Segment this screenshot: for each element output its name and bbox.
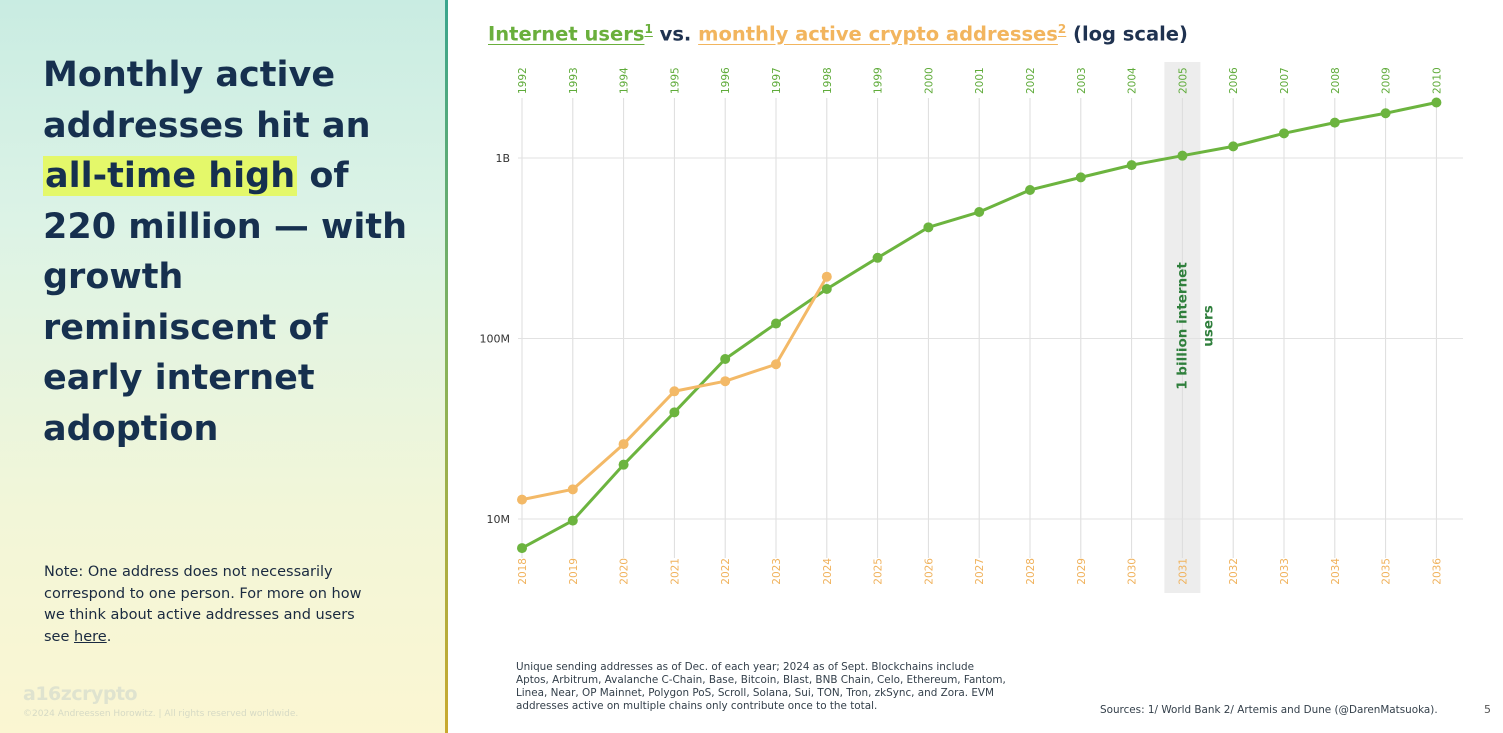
page-number: 5 — [1484, 703, 1491, 716]
note-link[interactable]: here — [74, 628, 107, 645]
top-axis-tick-label: 1999 — [873, 67, 885, 94]
bottom-axis-tick-label: 2030 — [1127, 558, 1139, 585]
data-point-internet-users — [1329, 117, 1340, 128]
y-tick-label: 10M — [487, 513, 511, 526]
sources: Sources: 1/ World Bank 2/ Artemis and Du… — [1100, 704, 1438, 716]
top-axis-tick-label: 1992 — [517, 67, 529, 94]
footnote: Unique sending addresses as of Dec. of e… — [516, 661, 1006, 712]
top-axis-tick-label: 2000 — [923, 67, 935, 94]
data-point-internet-users — [771, 318, 781, 329]
bottom-axis-tick-label: 2029 — [1076, 558, 1088, 585]
title-crypto-addresses: monthly active crypto addresses — [698, 22, 1058, 46]
bottom-axis-tick-label: 2033 — [1279, 558, 1291, 585]
bottom-axis-tick-label: 2031 — [1177, 558, 1189, 585]
top-axis-tick-label: 1993 — [568, 67, 580, 94]
data-point-internet-users — [517, 543, 527, 554]
data-point-internet-users — [1075, 172, 1086, 183]
bottom-axis-tick-label: 2035 — [1381, 558, 1393, 585]
chart-title: Internet users1 vs. monthly active crypt… — [488, 22, 1188, 46]
brand-logo: a16zcrypto — [23, 683, 138, 705]
bottom-axis-tick-label: 2025 — [873, 558, 885, 585]
data-point-internet-users — [567, 515, 578, 526]
bottom-axis-tick-label: 2032 — [1228, 558, 1240, 585]
bottom-axis-tick-label: 2024 — [822, 558, 834, 585]
title-vs: vs. — [652, 22, 699, 46]
copyright: ©2024 Andreessen Horowitz. | All rights … — [23, 709, 299, 719]
top-axis-tick-label: 2004 — [1127, 67, 1139, 94]
headline-part2: of 220 million — with growth reminiscent… — [43, 156, 408, 449]
title-sup-2: 2 — [1057, 22, 1067, 36]
bottom-axis-tick-label: 2022 — [720, 558, 732, 585]
chart: 10M 100M 1B 1992 1993 1994 1995 1996 1997 1998 199… — [480, 62, 1463, 593]
top-axis-tick-label: 1995 — [669, 67, 681, 94]
data-point-internet-users — [720, 353, 731, 364]
headline: Monthly active addresses hit an all-time… — [43, 50, 423, 454]
left-panel — [0, 0, 445, 733]
data-point-internet-users — [821, 284, 832, 295]
title-suffix: (log scale) — [1066, 22, 1188, 46]
data-point-internet-users — [1279, 128, 1289, 139]
data-point-internet-users — [1380, 108, 1391, 119]
top-axis-tick-label: 1996 — [720, 67, 732, 94]
top-axis-tick-label: 1994 — [619, 67, 631, 94]
bottom-axis-tick-label: 2023 — [771, 558, 783, 585]
bottom-axis-tick-label: 2018 — [517, 558, 529, 585]
data-point-crypto-addresses — [669, 386, 680, 397]
headline-part1: Monthly active addresses hit an — [43, 55, 371, 146]
top-axis-tick-label: 2005 — [1177, 67, 1189, 94]
bottom-axis-tick-label: 2020 — [619, 558, 631, 585]
data-point-internet-users — [618, 459, 629, 470]
top-axis-tick-label: 2009 — [1381, 67, 1393, 94]
headline-highlight: all-time high — [43, 156, 298, 196]
data-point-crypto-addresses — [517, 494, 527, 505]
note-text: Note: One address does not necessarily c… — [44, 564, 362, 645]
data-point-internet-users — [1126, 160, 1137, 171]
top-axis-tick-label: 2008 — [1330, 67, 1342, 94]
bottom-axis-tick-label: 2034 — [1330, 558, 1342, 585]
y-tick-label: 100M — [480, 333, 511, 346]
annotation-line-2: users — [1200, 305, 1216, 347]
top-axis-tick-label: 2006 — [1228, 67, 1240, 94]
data-point-crypto-addresses — [567, 484, 578, 495]
data-point-crypto-addresses — [771, 359, 781, 370]
note: Note: One address does not necessarily c… — [44, 562, 384, 648]
data-point-internet-users — [1431, 97, 1442, 108]
bottom-axis-tick-label: 2028 — [1025, 558, 1037, 585]
bottom-axis-tick-label: 2019 — [568, 558, 580, 585]
bottom-axis-tick-label: 2026 — [923, 558, 935, 585]
data-point-internet-users — [923, 222, 934, 233]
data-point-internet-users — [669, 407, 680, 418]
top-axis-tick-label: 2001 — [974, 67, 986, 94]
bottom-axis-tick-label: 2036 — [1431, 558, 1443, 585]
top-axis-tick-label: 2002 — [1025, 67, 1037, 94]
top-axis-tick-label: 1998 — [822, 67, 834, 94]
data-point-internet-users — [974, 207, 985, 218]
data-point-internet-users — [872, 252, 883, 263]
bottom-axis-tick-label: 2027 — [974, 558, 986, 585]
data-point-crypto-addresses — [821, 271, 832, 282]
top-axis-tick-label: 1997 — [771, 67, 783, 94]
data-point-crypto-addresses — [720, 376, 731, 387]
top-axis-tick-label: 2007 — [1279, 67, 1291, 94]
vertical-divider — [445, 0, 448, 733]
data-point-internet-users — [1228, 141, 1239, 152]
data-point-internet-users — [1177, 150, 1188, 161]
note-end: . — [106, 628, 112, 645]
bottom-axis-tick-label: 2021 — [669, 558, 681, 585]
annotation-line-1: 1 billion internet — [1174, 262, 1190, 390]
top-axis-tick-label: 2003 — [1076, 67, 1088, 94]
data-point-crypto-addresses — [618, 439, 629, 450]
y-tick-label: 1B — [495, 152, 510, 165]
title-internet-users: Internet users — [488, 22, 645, 46]
data-point-internet-users — [1025, 184, 1035, 195]
top-axis-tick-label: 2010 — [1431, 67, 1443, 94]
title-sup-1: 1 — [644, 22, 653, 36]
